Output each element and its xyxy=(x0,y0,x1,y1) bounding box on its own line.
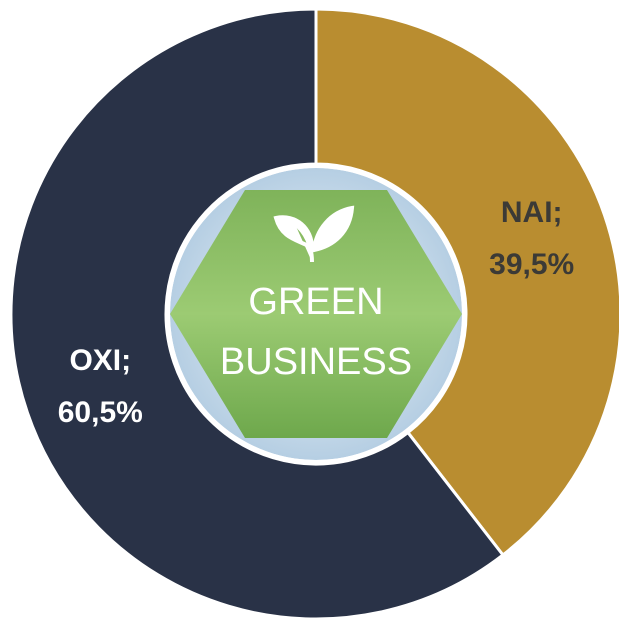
slice xyxy=(9,7,506,618)
center-image: GREEN BUSINESS xyxy=(170,168,462,460)
value-label: 60,5% xyxy=(58,396,143,429)
center-text: BUSINESS xyxy=(220,341,412,383)
category-label: OXI; xyxy=(69,344,131,377)
slice xyxy=(314,7,619,558)
slices xyxy=(9,7,619,618)
category-label: NAI; xyxy=(501,196,563,229)
hexagon xyxy=(170,190,462,438)
center-text: GREEN xyxy=(248,281,383,323)
value-label: 39,5% xyxy=(489,248,574,281)
leaf-icon xyxy=(273,205,355,263)
